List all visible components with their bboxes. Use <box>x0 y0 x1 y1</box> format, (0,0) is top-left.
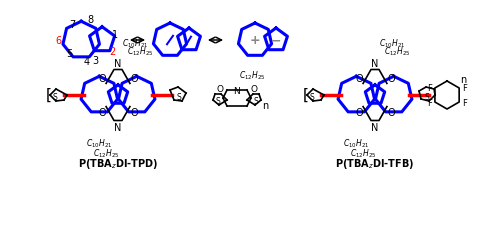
Text: O: O <box>355 107 362 117</box>
Text: F: F <box>462 84 467 92</box>
Text: [: [ <box>303 87 309 102</box>
Text: P(TBA$_z$DI-TFB): P(TBA$_z$DI-TFB) <box>336 156 414 170</box>
Text: F: F <box>462 99 467 108</box>
Text: 5: 5 <box>66 49 72 59</box>
Text: +: + <box>250 34 260 47</box>
Text: O: O <box>388 107 395 117</box>
Text: N: N <box>372 59 378 69</box>
Text: N: N <box>234 86 240 95</box>
Text: O: O <box>98 107 106 117</box>
Text: F: F <box>427 84 432 92</box>
Text: [: [ <box>46 87 52 102</box>
Text: N: N <box>114 122 121 132</box>
Text: $C_{12}H_{25}$: $C_{12}H_{25}$ <box>350 146 376 159</box>
Text: O: O <box>130 74 138 84</box>
Text: S: S <box>176 92 182 101</box>
Text: N: N <box>114 59 121 69</box>
Text: $C_{10}H_{21}$: $C_{10}H_{21}$ <box>122 37 148 49</box>
Text: 6: 6 <box>56 36 62 46</box>
Text: O: O <box>250 84 258 93</box>
Text: S: S <box>52 92 58 101</box>
Text: $C_{12}H_{25}$: $C_{12}H_{25}$ <box>384 46 410 58</box>
Text: 4: 4 <box>84 57 90 67</box>
Text: $C_{12}H_{25}$: $C_{12}H_{25}$ <box>127 46 154 58</box>
Text: O: O <box>388 74 395 84</box>
Text: −: − <box>271 34 281 47</box>
Text: 7: 7 <box>70 20 76 30</box>
Text: S: S <box>310 92 314 101</box>
Text: O: O <box>216 84 224 93</box>
Text: O: O <box>355 74 362 84</box>
Text: $C_{10}H_{21}$: $C_{10}H_{21}$ <box>343 136 369 149</box>
Text: S: S <box>254 96 258 105</box>
Text: $C_{10}H_{21}$: $C_{10}H_{21}$ <box>379 37 406 49</box>
Text: n: n <box>262 100 268 110</box>
Text: 1: 1 <box>112 30 117 40</box>
Text: P(TBA$_z$DI-TPD): P(TBA$_z$DI-TPD) <box>78 156 158 170</box>
Text: F: F <box>427 99 432 108</box>
Text: O: O <box>130 107 138 117</box>
Text: S: S <box>424 93 430 102</box>
Text: N: N <box>372 122 378 132</box>
Text: 2: 2 <box>110 46 116 56</box>
Text: n: n <box>460 75 466 85</box>
Text: 8: 8 <box>87 15 93 25</box>
Text: 3: 3 <box>92 56 98 66</box>
Text: $C_{10}H_{21}$: $C_{10}H_{21}$ <box>86 136 113 149</box>
Text: O: O <box>98 74 106 84</box>
Text: S: S <box>216 96 220 105</box>
Text: $C_{12}H_{25}$: $C_{12}H_{25}$ <box>239 70 266 82</box>
Text: $C_{12}H_{25}$: $C_{12}H_{25}$ <box>93 146 120 159</box>
